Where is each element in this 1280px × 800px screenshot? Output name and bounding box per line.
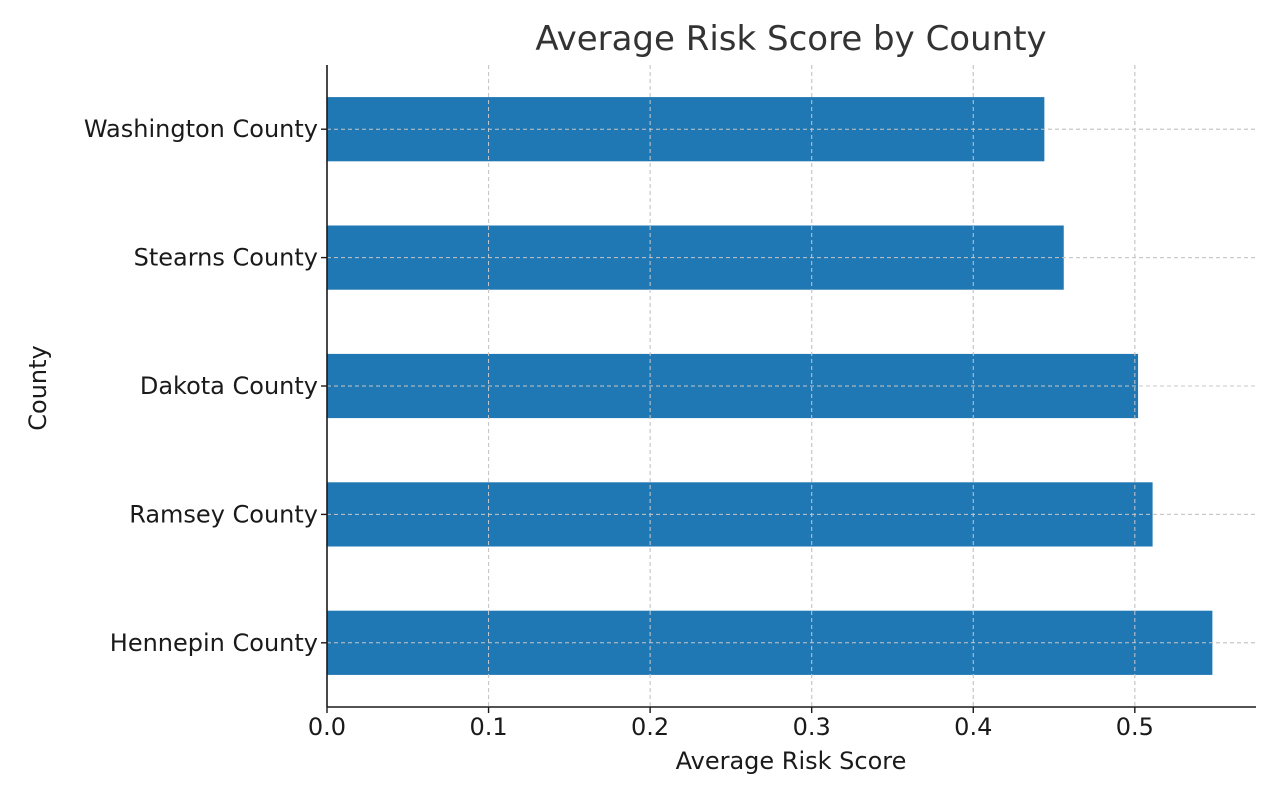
y-tick-label: Dakota County — [140, 372, 318, 400]
x-tick-label: 0.4 — [954, 713, 992, 741]
y-ticks: Washington County Stearns County Dakota Co… — [84, 115, 327, 657]
y-tick-label: Hennepin County — [110, 629, 318, 657]
y-tick-label: Washington County — [84, 115, 318, 143]
x-axis-label: Average Risk Score — [676, 747, 907, 775]
bars — [327, 65, 1256, 707]
x-tick-label: 0.0 — [308, 713, 346, 741]
x-ticks: 0.0 0.1 0.2 0.3 0.4 0.5 — [308, 707, 1154, 741]
x-tick-label: 0.2 — [631, 713, 669, 741]
x-tick-label: 0.3 — [793, 713, 831, 741]
y-axis-label: County — [24, 345, 52, 430]
x-tick-label: 0.5 — [1116, 713, 1154, 741]
x-tick-label: 0.1 — [469, 713, 507, 741]
chart-title: Average Risk Score by County — [535, 19, 1046, 59]
y-tick-label: Stearns County — [134, 244, 318, 272]
y-tick-label: Ramsey County — [129, 500, 318, 528]
